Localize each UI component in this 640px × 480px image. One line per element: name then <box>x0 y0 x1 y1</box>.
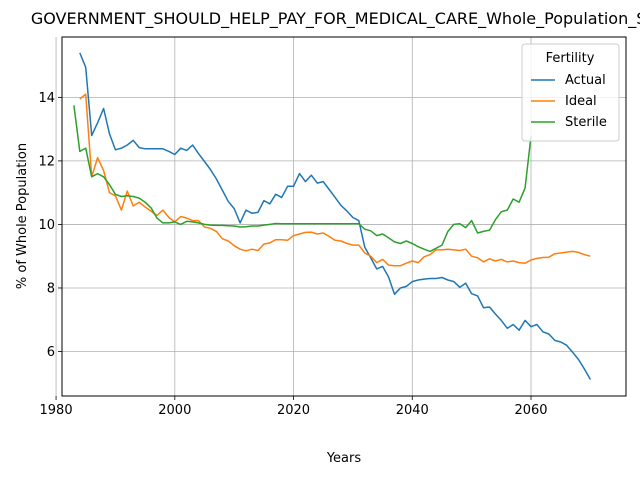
x-axis-ticks: 1980 2000 2020 2040 2060 <box>40 396 548 418</box>
plot-frame <box>61 36 627 397</box>
y-tick-label: 10 <box>38 218 55 233</box>
x-tick-label: 2000 <box>158 403 191 418</box>
x-tick-label: 2040 <box>396 403 429 418</box>
y-tick-label: 12 <box>38 154 55 169</box>
legend-box <box>521 43 620 142</box>
x-tick-label: 1980 <box>40 403 73 418</box>
y-tick-label: 8 <box>47 281 55 296</box>
series-lines <box>73 52 592 380</box>
series-line-actual <box>79 52 592 380</box>
y-tick-label: 14 <box>38 91 55 106</box>
x-tick-label: 2020 <box>277 403 310 418</box>
legend-label-ideal: Ideal <box>565 94 597 109</box>
x-axis-label: Years <box>326 451 362 466</box>
chart-title: GOVERNMENT_SHOULD_HELP_PAY_FOR_MEDICAL_C… <box>31 9 640 29</box>
y-axis-label: % of Whole Population <box>15 143 30 289</box>
series-line-sterile <box>73 105 532 253</box>
legend-title: Fertility <box>546 51 595 66</box>
x-tick-label: 2060 <box>514 403 547 418</box>
legend: Fertility Actual Ideal Sterile <box>521 43 620 142</box>
y-tick-label: 6 <box>47 345 55 360</box>
series-line-ideal <box>79 93 591 267</box>
y-axis-ticks: 6 8 10 12 14 <box>38 91 62 360</box>
legend-label-sterile: Sterile <box>565 115 607 130</box>
legend-label-actual: Actual <box>565 73 606 88</box>
